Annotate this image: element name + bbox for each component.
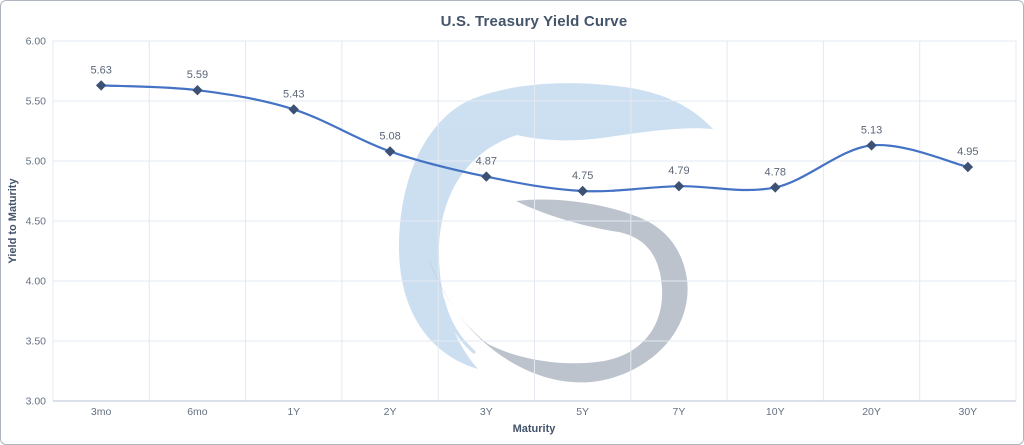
y-tick-label: 5.50	[26, 96, 47, 108]
data-point-label: 4.95	[957, 146, 978, 158]
y-tick-label: 4.50	[26, 216, 47, 228]
x-tick-label: 3Y	[480, 406, 493, 418]
data-point-marker	[481, 171, 492, 182]
x-tick-label: 6mo	[187, 406, 208, 418]
watermark-blue-swoosh-icon	[398, 83, 713, 369]
y-tick-label: 3.00	[26, 396, 47, 408]
data-point-label: 5.63	[90, 64, 111, 76]
data-point-marker	[384, 146, 396, 157]
x-tick-label: 30Y	[959, 406, 978, 418]
y-tick-label: 5.00	[26, 156, 47, 168]
x-tick-label: 10Y	[766, 406, 785, 418]
chart-title: U.S. Treasury Yield Curve	[441, 13, 628, 30]
data-point-marker	[192, 85, 203, 96]
data-point-label: 5.59	[187, 69, 208, 81]
x-tick-label: 20Y	[862, 406, 881, 418]
y-tick-label: 4.00	[26, 276, 47, 288]
x-tick-label: 5Y	[576, 406, 589, 418]
series-line	[100, 84, 969, 193]
data-point-label: 4.87	[476, 156, 497, 168]
data-point-marker	[95, 80, 107, 91]
series	[95, 80, 974, 197]
data-point-label: 5.08	[379, 130, 400, 142]
y-tick-label: 3.50	[26, 336, 47, 348]
data-point-marker	[673, 181, 685, 192]
y-tick-label: 6.00	[26, 36, 47, 48]
watermark-blue-sliver-icon	[441, 298, 476, 354]
data-point-marker	[577, 185, 588, 197]
data-labels: 5.63 5.59 5.43 5.08 4.87 4.75 4.79 4.78 5.13 4.95	[90, 64, 978, 182]
x-tick-label: 7Y	[673, 406, 686, 418]
watermark-logo	[398, 83, 713, 383]
tick-labels: 6.00 5.50 5.00 4.50 4.00 3.50 3.00 3mo 6mo 1Y 2Y 3Y…	[26, 36, 978, 419]
data-point-marker	[866, 140, 877, 151]
data-point-label: 4.75	[572, 170, 593, 182]
x-tick-label: 2Y	[384, 406, 397, 418]
data-point-label: 4.79	[668, 165, 689, 177]
x-axis-title: Maturity	[513, 423, 557, 435]
data-point-label: 4.78	[765, 166, 786, 178]
y-axis-title: Yield to Maturity	[7, 178, 19, 264]
data-point-marker	[770, 182, 781, 193]
data-point-label: 5.13	[861, 124, 882, 136]
x-tick-label: 3mo	[91, 406, 112, 418]
data-point-marker	[962, 161, 974, 173]
x-tick-label: 1Y	[287, 406, 300, 418]
gridlines	[52, 40, 1017, 402]
data-point-label: 5.43	[283, 88, 304, 100]
data-point-marker	[288, 104, 299, 115]
